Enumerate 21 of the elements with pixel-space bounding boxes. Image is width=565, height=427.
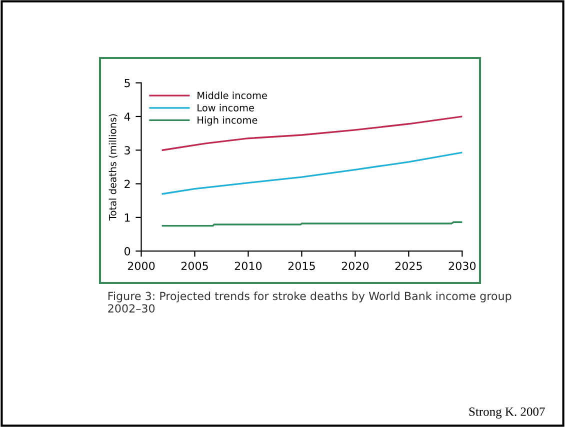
line-series <box>162 116 462 151</box>
x-tick-label: 2025 <box>395 262 422 270</box>
x-tick-label: 2015 <box>288 262 315 270</box>
y-tick-label: 5 <box>124 78 130 88</box>
x-tick-label: 2010 <box>234 262 262 270</box>
legend-label: Low income <box>198 104 254 112</box>
x-tick-label: 2005 <box>181 262 208 270</box>
y-tick-label: 2 <box>124 180 130 188</box>
y-tick-label: 3 <box>124 146 130 155</box>
text: Strong K. 2007 <box>469 407 545 418</box>
y-axis-title: Total deaths (millions) <box>108 114 118 221</box>
line-series <box>162 152 462 195</box>
x-tick-label: 2000 <box>128 262 155 270</box>
legend-label: High income <box>198 116 258 126</box>
x-tick-label: 2030 <box>448 262 476 270</box>
caption: Figure 3: Projected trends for stroke deaths by World Bank income group 2002–30 <box>108 292 512 313</box>
legend-label: Middle income <box>198 92 267 100</box>
x-tick-label: 2020 <box>342 262 369 270</box>
y-tick-label: 1 <box>124 214 130 222</box>
y-tick-label: 0 <box>124 247 130 256</box>
y-tick-label: 4 <box>124 112 130 121</box>
